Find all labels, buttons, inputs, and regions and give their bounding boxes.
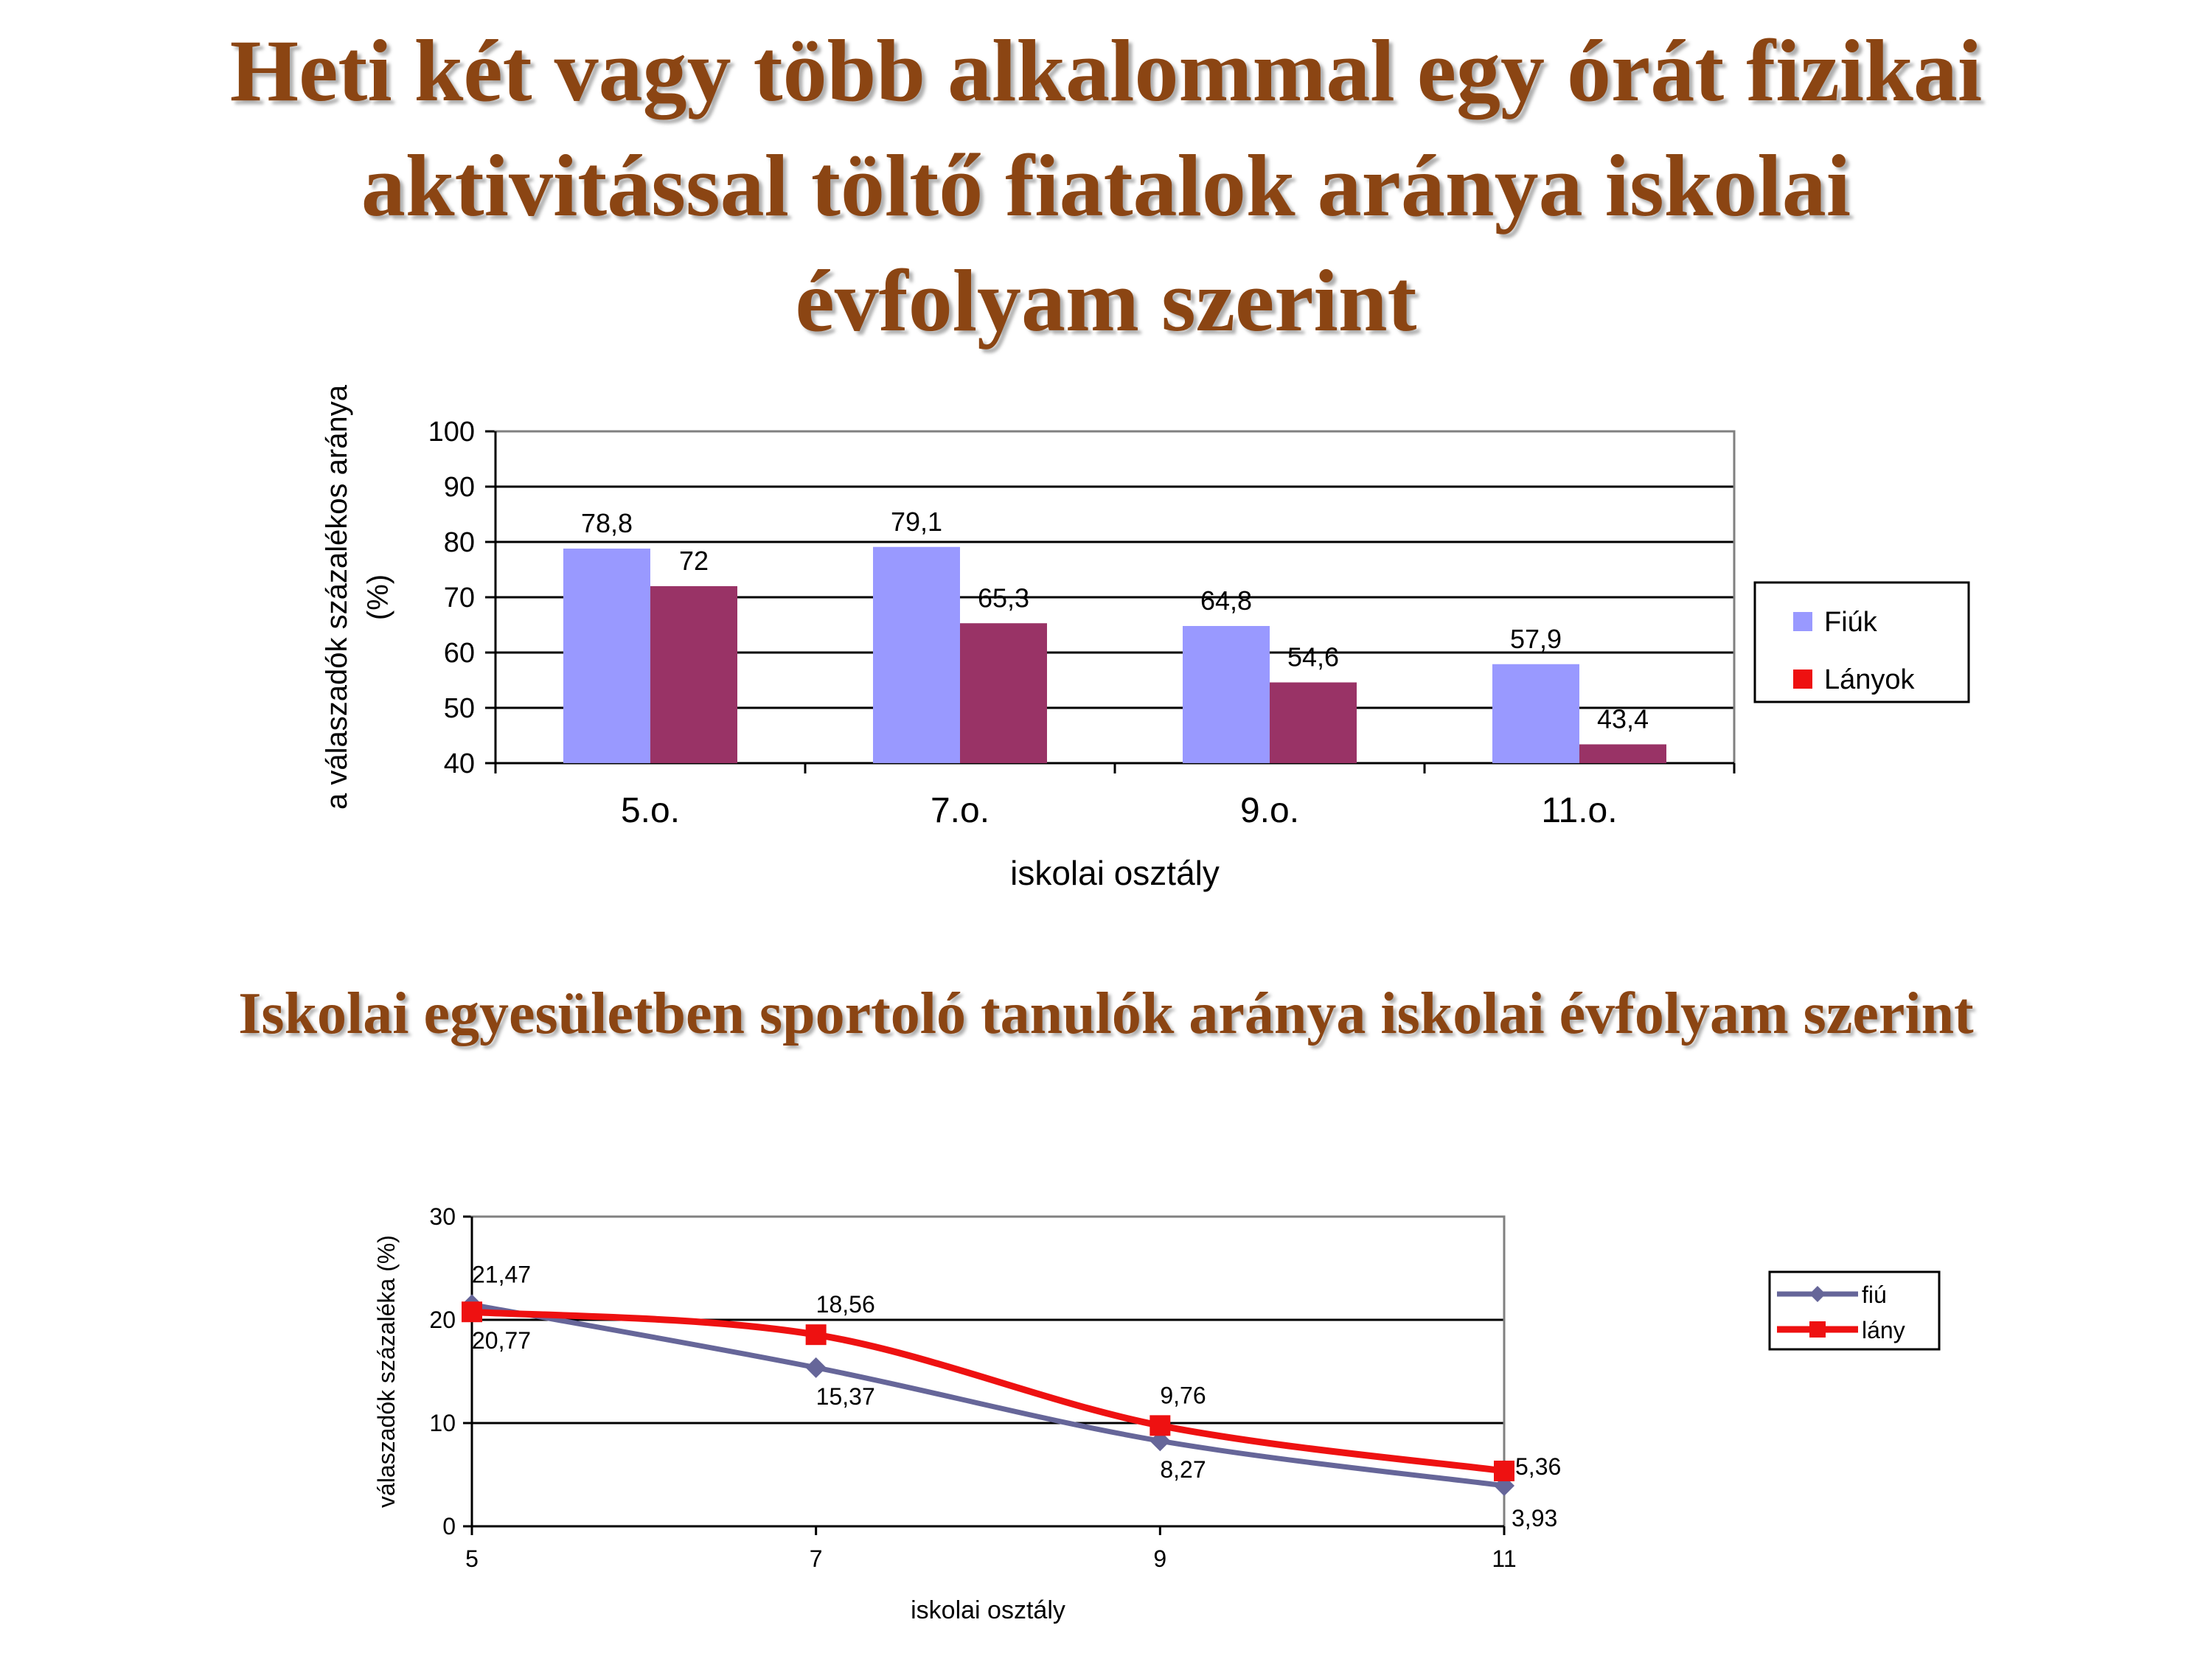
y-tick-label: 80: [444, 527, 475, 558]
legend-box: [1753, 581, 1970, 703]
data-label: 65,3: [978, 582, 1029, 613]
x-tick-label: 9.o.: [1240, 791, 1299, 830]
y-axis-label: a válaszadók százalékos aránya (%): [321, 384, 394, 810]
y-tick-label: 90: [444, 472, 475, 503]
legend-label-lány: lány: [1862, 1317, 1905, 1343]
series-line-fiú: [471, 1301, 1505, 1489]
legend-marker-fiú: [1809, 1286, 1826, 1302]
y-tick-label: 70: [444, 582, 475, 613]
data-label: 43,4: [1597, 704, 1649, 734]
slide-title: Heti két vagy több alkalommal egy órát f…: [0, 13, 2212, 358]
legend-label-lányok: Lányok: [1824, 664, 1916, 695]
legend-marker-lány: [1809, 1321, 1826, 1338]
point-fiú-4: [1494, 1475, 1514, 1496]
data-label: 5,36: [1515, 1453, 1561, 1480]
data-label: 79,1: [891, 507, 942, 537]
y-tick-label: 30: [429, 1203, 456, 1230]
slide-subtitle: Iskolai egyesületben sportoló tanulók ar…: [238, 981, 1974, 1046]
y-axis-label: válaszadók százaléka (%): [373, 1235, 400, 1508]
plot-area: [470, 1215, 1506, 1528]
point-fiú-2: [805, 1357, 827, 1378]
y-tick-label: 100: [428, 417, 475, 448]
y-tick-label: 50: [444, 693, 475, 724]
x-tick-label: 9: [1153, 1545, 1166, 1572]
point-lány-1: [462, 1301, 482, 1323]
bar-fiúk-2: [873, 546, 960, 763]
series-line-lány: [471, 1308, 1505, 1475]
point-lány-3: [1150, 1415, 1171, 1436]
data-label: 64,8: [1200, 585, 1252, 616]
legend-swatch-lányok: [1793, 669, 1812, 689]
legend-label-fiúk: Fiúk: [1824, 607, 1878, 638]
x-tick-label: 7.o.: [931, 791, 990, 830]
legend-label-fiú: fiú: [1862, 1281, 1887, 1308]
data-label: 20,77: [472, 1327, 531, 1354]
data-label: 9,76: [1160, 1382, 1206, 1408]
y-axis-label-line: (%): [362, 574, 394, 620]
point-fiú-3: [1150, 1430, 1171, 1452]
y-axis-label-line: a válaszadók százalékos aránya: [321, 384, 353, 810]
data-label: 57,9: [1510, 624, 1562, 654]
y-tick-label: 40: [444, 748, 475, 779]
data-label: 21,47: [472, 1261, 531, 1287]
bar-lányok-1: [650, 586, 737, 763]
slide-title-line-2: aktivitással töltő fiatalok aránya iskol…: [361, 136, 1851, 234]
line-chart-school-sport: 0 10 20 30 5 7 9 11 iskolai osztály válaszadók sz…: [373, 1203, 1941, 1624]
data-label: 54,6: [1287, 642, 1339, 672]
bar-fiúk-1: [563, 549, 650, 763]
bar-chart-physical-activity: 40 50 60 70 80 90 100 78,8 72 5.o. 79,1 65,3 7.o. 64,…: [321, 384, 1970, 892]
bar-lányok-3: [1270, 682, 1357, 763]
data-label: 18,56: [816, 1291, 875, 1318]
legend-swatch-fiúk: [1793, 612, 1812, 631]
bar-fiúk-3: [1183, 626, 1270, 763]
data-label: 8,27: [1160, 1456, 1206, 1483]
y-tick-label: 60: [444, 638, 475, 669]
x-axis-label: iskolai osztály: [911, 1596, 1065, 1624]
data-label: 15,37: [816, 1383, 875, 1410]
bar-lányok-2: [960, 623, 1047, 763]
point-lány-2: [805, 1324, 827, 1346]
data-label: 72: [679, 546, 709, 576]
data-label: 78,8: [581, 508, 633, 538]
x-tick-label: 5: [465, 1545, 479, 1572]
x-axis-label: iskolai osztály: [1010, 854, 1220, 892]
y-tick-label: 10: [429, 1410, 456, 1436]
x-tick-label: 7: [810, 1545, 823, 1572]
y-tick-label: 0: [442, 1513, 456, 1540]
point-lány-4: [1494, 1460, 1514, 1481]
slide-title-line-1: Heti két vagy több alkalommal egy órát f…: [229, 21, 1983, 119]
y-tick-label: 20: [429, 1307, 456, 1333]
x-tick-label: 5.o.: [621, 791, 680, 830]
data-label: 3,93: [1512, 1505, 1557, 1531]
x-tick-label: 11.o.: [1541, 791, 1617, 830]
bar-lányok-4: [1579, 744, 1666, 763]
bar-fiúk-4: [1492, 664, 1579, 763]
slide-title-line-3: évfolyam szerint: [795, 251, 1417, 349]
x-tick-label: 11: [1492, 1545, 1516, 1572]
legend-box: [1768, 1270, 1941, 1351]
